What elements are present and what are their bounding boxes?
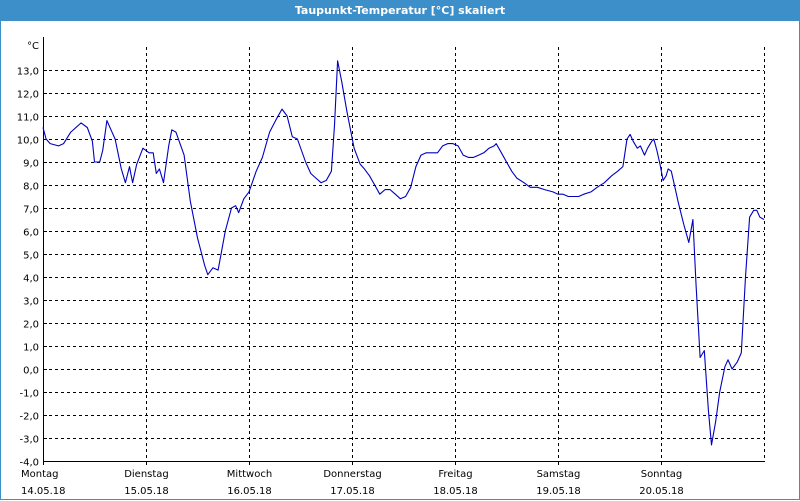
x-tick-label-day: Sonntag xyxy=(641,469,683,480)
y-tick-label: 1,0 xyxy=(23,343,39,354)
y-tick-label: 6,0 xyxy=(23,228,39,239)
x-tick-label-date: 16.05.18 xyxy=(227,486,272,497)
x-tick-label-day: Mittwoch xyxy=(227,469,272,480)
y-tick-label: -3,0 xyxy=(19,435,39,446)
x-tick-label-date: 20.05.18 xyxy=(639,486,684,497)
x-tick-label-day: Donnerstag xyxy=(323,469,381,480)
x-tick-label-day: Montag xyxy=(21,469,58,480)
grid xyxy=(43,47,765,462)
series-layer xyxy=(42,60,765,446)
x-tick-label-day: Dienstag xyxy=(124,469,169,480)
plot-frame xyxy=(43,37,765,462)
x-tick-label-date: 15.05.18 xyxy=(124,486,169,497)
y-tick-label: 5,0 xyxy=(23,251,39,262)
x-tick-label-date: 14.05.18 xyxy=(21,486,66,497)
y-tick-label: 8,0 xyxy=(23,182,39,193)
x-tick-label-date: 17.05.18 xyxy=(330,486,375,497)
y-tick-label: 13,0 xyxy=(17,67,39,78)
y-axis: 13,0 12,0 11,0 10,0 9,0 8,0 7,0 6,0 5,0 4,0 3,0 2,0… xyxy=(17,67,47,469)
y-tick-label: -1,0 xyxy=(19,389,39,400)
y-tick-label: 11,0 xyxy=(17,113,39,124)
y-tick-label: -4,0 xyxy=(19,458,39,469)
x-axis: Montag 14.05.18 Dienstag 15.05.18 Mittwoch 16… xyxy=(21,461,684,497)
y-tick-label: 7,0 xyxy=(23,205,39,216)
x-tick-label-day: Freitag xyxy=(438,469,472,480)
y-tick-label: 9,0 xyxy=(23,159,39,170)
x-tick-label-day: Samstag xyxy=(537,469,581,480)
y-tick-label: -2,0 xyxy=(19,412,39,423)
y-tick-label: 2,0 xyxy=(23,320,39,331)
y-tick-label: 10,0 xyxy=(17,136,39,147)
y-tick-label: 12,0 xyxy=(17,90,39,101)
y-axis-unit-label: °C xyxy=(27,41,39,52)
y-tick-label: 0,0 xyxy=(23,366,39,377)
y-tick-label: 3,0 xyxy=(23,297,39,308)
y-tick-label: 4,0 xyxy=(23,274,39,285)
x-tick-label-date: 18.05.18 xyxy=(433,486,478,497)
series-line-taupunkt xyxy=(42,60,765,446)
x-tick-label-date: 19.05.18 xyxy=(536,486,581,497)
chart-title: Taupunkt-Temperatur [°C] skaliert xyxy=(1,1,799,21)
